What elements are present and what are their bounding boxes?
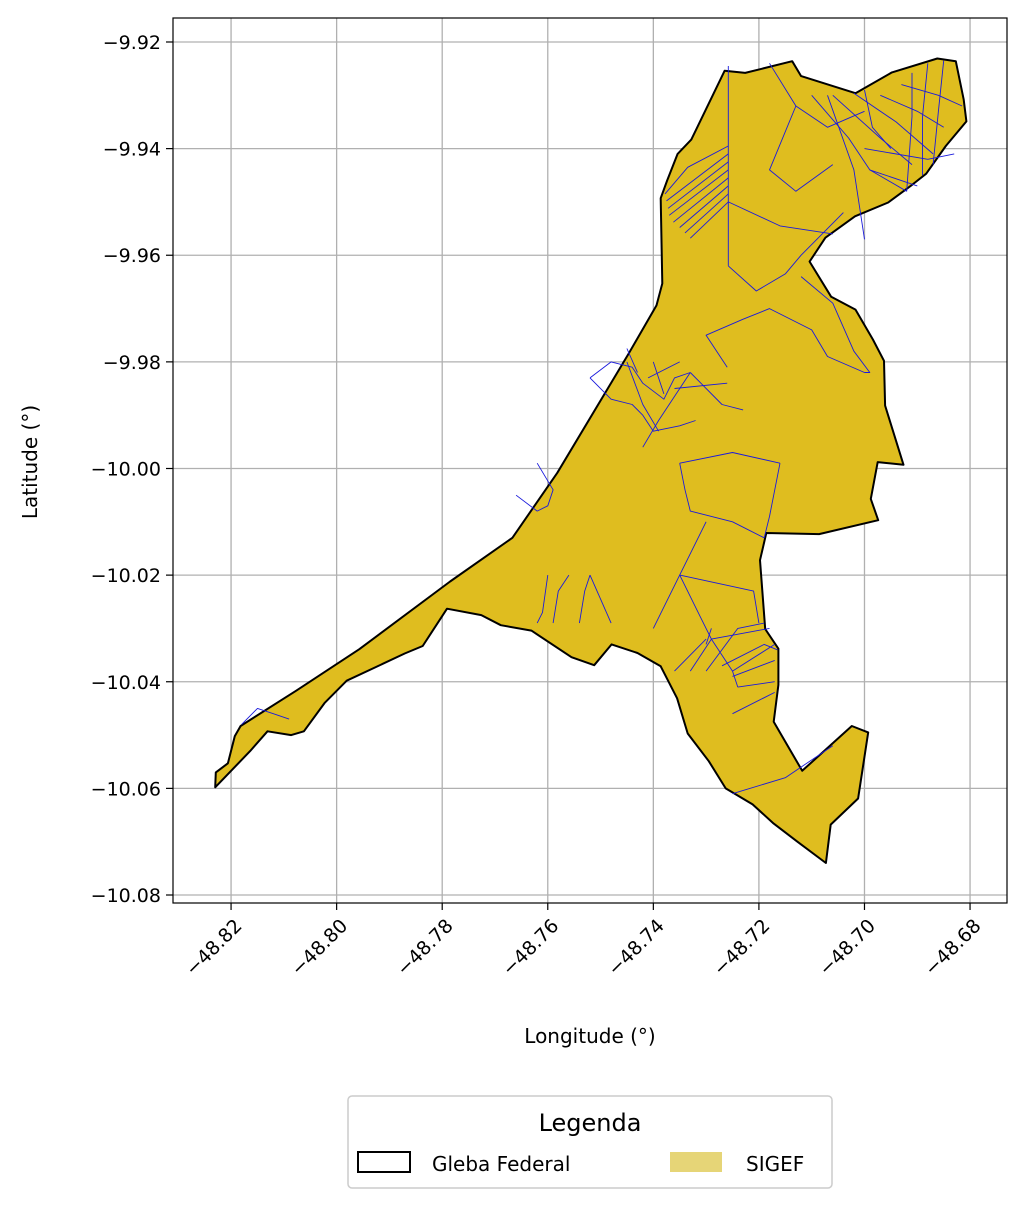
sigef-parcel-boundary: [689, 201, 729, 239]
y-tick-label: −10.02: [91, 565, 161, 587]
sigef-parcel-boundary: [674, 382, 728, 389]
legend-title: Legenda: [539, 1109, 642, 1137]
sigef-parcel-boundary: [721, 643, 778, 667]
gleba-federal-polygon: [214, 57, 968, 864]
sigef-parcel-boundary: [578, 574, 591, 624]
sigef-parcel-boundary: [906, 72, 913, 192]
sigef-parcel-boundary: [626, 361, 659, 432]
sigef-parcel-boundary: [589, 574, 612, 624]
sigef-parcel-boundary: [732, 745, 834, 795]
y-tick-label: −9.98: [103, 352, 161, 374]
sigef-parcel-boundary: [880, 94, 944, 128]
sigef-parcel-boundary: [515, 462, 554, 512]
sigef-parcel-boundary: [666, 153, 729, 202]
sigef-parcel-boundary: [711, 627, 770, 640]
sigef-parcel-boundary: [689, 372, 744, 411]
sigef-parcels-layer: [241, 60, 963, 795]
sigef-parcel-boundary: [673, 177, 729, 223]
y-axis-label: Latitude (°): [18, 405, 42, 519]
sigef-parcel-boundary: [626, 348, 638, 373]
legend-swatch-sigef: [670, 1152, 722, 1172]
sigef-parcel-boundary: [705, 628, 712, 645]
legend-label-gleba-federal: Gleba Federal: [432, 1152, 570, 1176]
sigef-parcel-boundary: [864, 148, 955, 160]
sigef-parcel-boundary: [647, 361, 680, 379]
sigef-parcel-boundary: [932, 60, 945, 165]
legend-swatch-gleba-federal: [357, 1151, 411, 1173]
y-tick-label: −10.00: [91, 458, 161, 480]
sigef-parcel-boundary: [679, 463, 765, 539]
sigef-parcel-boundary: [679, 574, 760, 624]
sigef-parcel-boundary: [869, 169, 918, 187]
x-axis-label: Longitude (°): [524, 1024, 655, 1048]
sigef-parcel-boundary: [684, 193, 729, 234]
sigef-parcel-boundary: [652, 361, 665, 395]
sigef-parcel-boundary: [664, 145, 729, 195]
sigef-parcel-boundary: [705, 622, 765, 672]
sigef-parcel-boundary: [552, 574, 570, 624]
sigef-parcel-boundary: [589, 377, 696, 432]
sigef-parcel-boundary: [536, 575, 549, 624]
sigef-parcel-boundary: [827, 95, 865, 240]
sigef-parcel-boundary: [674, 638, 707, 672]
y-tick-label: −10.06: [91, 778, 161, 800]
y-tick-label: −9.92: [103, 32, 161, 54]
sigef-parcel-boundary: [737, 681, 775, 688]
sigef-parcel-boundary: [679, 452, 781, 464]
sigef-parcel-boundary: [589, 361, 691, 400]
sigef-parcel-boundary: [769, 63, 865, 128]
sigef-parcel-boundary: [241, 707, 290, 725]
sigef-parcel-boundary: [853, 92, 934, 155]
y-tick-label: −9.94: [103, 139, 161, 161]
y-tick-label: −9.96: [103, 245, 161, 267]
sigef-parcel-boundary: [727, 212, 844, 292]
gleba-polygon-layer: [214, 57, 968, 864]
sigef-parcel-boundary: [679, 185, 729, 228]
sigef-parcel-boundary: [901, 84, 963, 107]
y-tick-label: −10.08: [91, 885, 161, 907]
sigef-parcel-boundary: [864, 89, 892, 149]
sigef-parcel-boundary: [705, 308, 865, 373]
y-tick-label: −10.04: [91, 672, 161, 694]
axes-frame: [172, 17, 1008, 904]
sigef-parcel-boundary: [728, 201, 833, 235]
sigef-parcel-boundary: [811, 95, 907, 192]
sigef-parcel-boundary: [732, 659, 775, 677]
sigef-parcel-boundary: [769, 105, 834, 192]
sigef-parcel-boundary: [763, 463, 781, 538]
sigef-parcel-boundary: [732, 691, 775, 715]
sigef-parcel-boundary: [689, 638, 712, 672]
sigef-parcel-boundary: [668, 169, 729, 216]
sigef-parcel-boundary: [667, 161, 729, 209]
sigef-parcel-boundary: [922, 63, 929, 176]
sigef-parcel-boundary: [832, 94, 913, 165]
sigef-parcel-boundary: [642, 372, 691, 448]
sigef-parcel-boundary: [732, 644, 775, 672]
legend-label-sigef: SIGEF: [746, 1152, 804, 1176]
legend: Legenda Gleba Federal SIGEF: [347, 1095, 833, 1189]
sigef-parcel-boundary: [800, 276, 871, 373]
